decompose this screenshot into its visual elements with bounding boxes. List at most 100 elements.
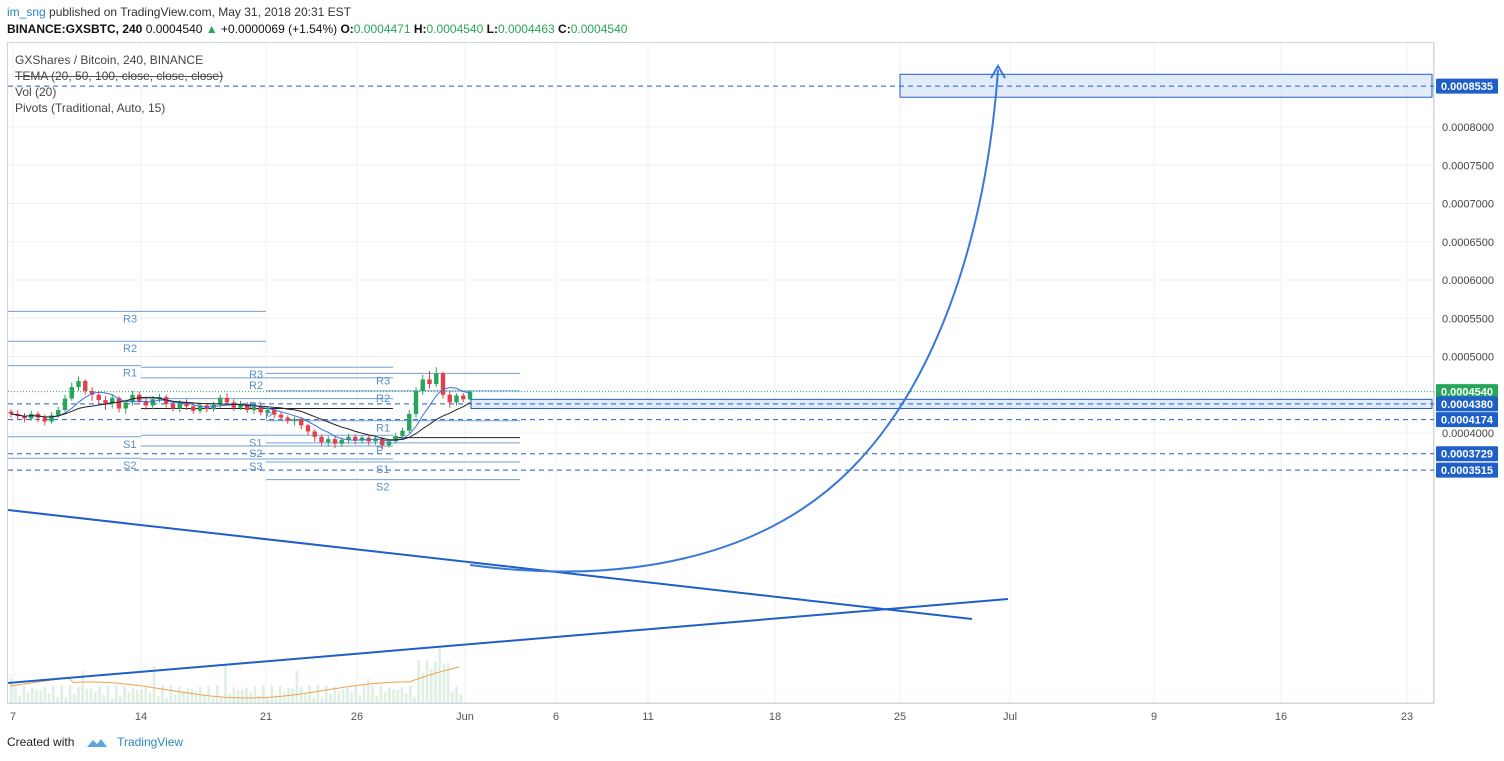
candle-body[interactable]: [143, 400, 149, 406]
volume-bar: [207, 685, 210, 703]
candle-body[interactable]: [76, 380, 81, 388]
username-link[interactable]: im_sng: [7, 5, 46, 19]
candle-body[interactable]: [332, 439, 338, 444]
candle-body[interactable]: [110, 397, 115, 404]
candle-body[interactable]: [29, 413, 34, 419]
pivot-label-s1: S1: [376, 464, 389, 476]
y-tick-label: 0.0006000: [1442, 275, 1494, 287]
candle-body[interactable]: [56, 410, 61, 416]
volume-bar: [438, 645, 441, 703]
candle-body[interactable]: [224, 397, 230, 403]
candle-body[interactable]: [461, 395, 466, 400]
y-tick-label: 0.0008000: [1442, 122, 1494, 134]
descending-trend-line[interactable]: [7, 509, 973, 620]
candle-body[interactable]: [447, 394, 452, 403]
candle-body[interactable]: [49, 415, 54, 422]
candle-body[interactable]: [339, 439, 344, 444]
candle-body[interactable]: [319, 436, 324, 443]
candle-body[interactable]: [89, 390, 95, 395]
volume-bar: [220, 696, 223, 703]
candle-body[interactable]: [454, 395, 459, 403]
candle-body[interactable]: [278, 414, 284, 418]
candle-body[interactable]: [265, 410, 270, 413]
candle-body[interactable]: [400, 430, 405, 437]
volume-bar: [68, 685, 72, 703]
candle-body[interactable]: [373, 438, 378, 442]
candle-body[interactable]: [353, 436, 358, 441]
volume-bar: [131, 687, 135, 703]
header-bar: im_sng published on TradingView.com, May…: [0, 0, 1504, 40]
volume-bar: [165, 698, 168, 703]
volume-bar: [35, 689, 38, 703]
volume-bar: [329, 693, 332, 703]
pivot-label-p: P: [376, 445, 383, 457]
candle-body[interactable]: [62, 398, 68, 411]
candle-body[interactable]: [467, 391, 473, 400]
open-value: 0.0004471: [353, 22, 411, 36]
price-tag: [1436, 462, 1498, 478]
volume-bar: [94, 691, 97, 703]
candle-body[interactable]: [8, 411, 14, 414]
volume-bar: [459, 694, 462, 703]
candle-body[interactable]: [420, 379, 425, 391]
candle-body[interactable]: [346, 436, 351, 440]
candle-body[interactable]: [184, 402, 189, 407]
candle-body[interactable]: [69, 387, 74, 399]
candle-body[interactable]: [366, 437, 371, 442]
candle-body[interactable]: [116, 397, 122, 409]
candle-body[interactable]: [22, 416, 27, 419]
candle-body[interactable]: [305, 425, 311, 432]
candle-body[interactable]: [251, 406, 257, 411]
candle-body[interactable]: [285, 417, 290, 421]
candle-body[interactable]: [380, 438, 385, 446]
projection-curve[interactable]: [469, 69, 999, 573]
candle-body[interactable]: [393, 436, 398, 442]
candle-body[interactable]: [440, 373, 446, 395]
volume-bar: [31, 687, 34, 703]
candle-body[interactable]: [413, 390, 419, 414]
candle-body[interactable]: [434, 373, 439, 385]
candle-body[interactable]: [407, 413, 412, 431]
candle-body[interactable]: [170, 403, 176, 409]
volume-bar: [274, 695, 278, 703]
candle-body[interactable]: [245, 403, 250, 411]
pivot-label-s2: S2: [249, 448, 262, 460]
candle-body[interactable]: [427, 379, 432, 385]
projection-arrow-icon: [990, 64, 1006, 79]
volume-bar: [203, 694, 206, 703]
candle-body[interactable]: [123, 402, 128, 409]
candle-body[interactable]: [359, 437, 365, 441]
candle-body[interactable]: [177, 402, 182, 409]
tradingview-brand-link[interactable]: TradingView: [117, 735, 184, 749]
candle-body[interactable]: [292, 419, 297, 421]
candle-body[interactable]: [326, 439, 331, 443]
x-tick-label: 16: [1275, 711, 1287, 723]
candle-body[interactable]: [312, 431, 317, 437]
legend-tema[interactable]: TEMA (20, 50, 100, close, close, close): [15, 69, 224, 83]
candle-body[interactable]: [218, 397, 223, 405]
candle-body[interactable]: [197, 405, 203, 411]
candle-body[interactable]: [386, 441, 392, 446]
candle-body[interactable]: [258, 406, 263, 413]
volume-bar: [409, 685, 412, 703]
volume-bar: [375, 695, 378, 703]
volume-bar: [127, 692, 131, 703]
candle-body[interactable]: [42, 417, 47, 422]
candle-body[interactable]: [83, 380, 88, 391]
ascending-trend-line[interactable]: [7, 598, 1009, 684]
price-tag: [1436, 78, 1498, 94]
candle-body[interactable]: [96, 394, 101, 401]
legend-pivots[interactable]: Pivots (Traditional, Auto, 15): [15, 101, 166, 115]
legend-vol[interactable]: Vol (20): [15, 85, 57, 99]
volume-bar: [333, 686, 336, 703]
candle-body[interactable]: [238, 403, 243, 408]
candle-body[interactable]: [103, 400, 108, 404]
pivot-label-r3: R3: [376, 375, 390, 387]
candle-body[interactable]: [272, 410, 277, 415]
candle-body[interactable]: [191, 406, 196, 411]
candle-body[interactable]: [299, 419, 304, 426]
volume-bar: [89, 688, 93, 703]
volume-bar: [308, 685, 311, 703]
x-tick-label: 26: [351, 711, 363, 723]
